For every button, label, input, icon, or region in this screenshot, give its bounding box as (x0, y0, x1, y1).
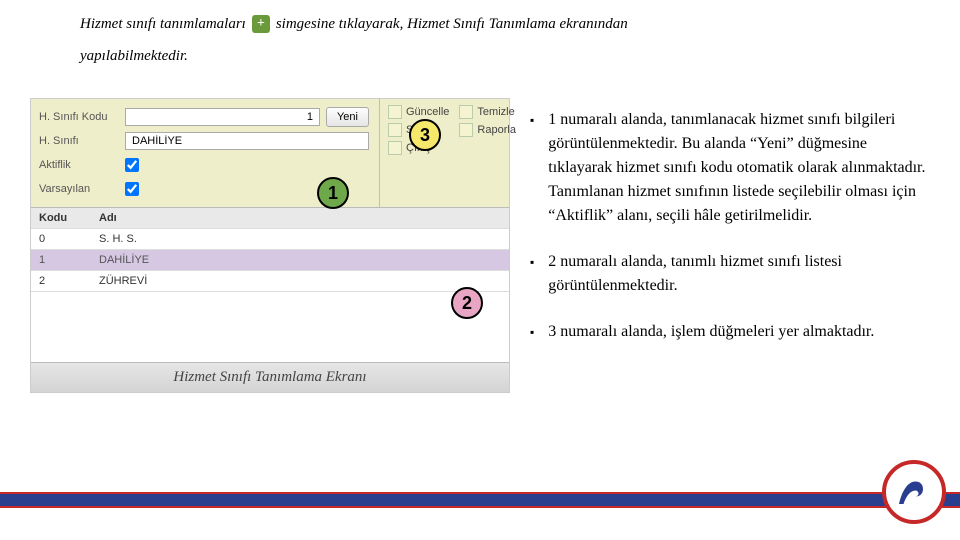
table-row[interactable]: 0S. H. S. (31, 229, 509, 250)
callout-1: 1 (317, 177, 349, 209)
footer-bar (0, 492, 960, 508)
action-temizle[interactable]: Temizle (459, 105, 516, 119)
checkbox-varsayilan[interactable] (125, 182, 139, 196)
bullet-marker: ▪ (530, 320, 534, 344)
table-row[interactable]: 1DAHİLİYE (31, 250, 509, 271)
table-row[interactable]: 2ZÜHREVİ (31, 271, 509, 292)
list-item: ▪1 numaralı alanda, tanımlanacak hizmet … (530, 108, 930, 228)
input-kodu[interactable] (125, 108, 320, 126)
plus-icon: + (252, 15, 270, 33)
bullet-text: 2 numaralı alanda, tanımlı hizmet sınıfı… (548, 250, 930, 298)
table-area: Kodu Adı 0S. H. S.1DAHİLİYE2ZÜHREVİ (31, 208, 509, 362)
cell-kodu: 0 (31, 229, 91, 249)
action-raporla[interactable]: Raporla (459, 123, 516, 137)
temizle-icon (459, 105, 473, 119)
cell-kodu: 1 (31, 250, 91, 270)
action-guncelle[interactable]: Güncelle (388, 105, 449, 119)
table-header: Kodu Adı (31, 208, 509, 229)
th-kodu: Kodu (31, 208, 91, 228)
cell-adi: DAHİLİYE (91, 250, 509, 270)
guncelle-icon (388, 105, 402, 119)
logo-icon (896, 474, 932, 510)
bullet-text: 1 numaralı alanda, tanımlanacak hizmet s… (548, 108, 930, 228)
label-kodu: H. Sınıfı Kodu (39, 111, 119, 123)
checkbox-aktiflik[interactable] (125, 158, 139, 172)
screenshot-panel: 1 2 3 H. Sınıfı Kodu Yeni H. Sınıfı Akti… (30, 98, 510, 393)
label-sinifi: H. Sınıfı (39, 135, 119, 147)
form-area: H. Sınıfı Kodu Yeni H. Sınıfı Aktiflik V… (31, 99, 509, 208)
label-aktiflik: Aktiflik (39, 159, 119, 171)
input-sinifi[interactable] (125, 132, 369, 150)
yeni-button[interactable]: Yeni (326, 107, 369, 127)
screenshot-caption: Hizmet Sınıfı Tanımlama Ekranı (31, 362, 509, 392)
bullet-marker: ▪ (530, 108, 534, 228)
bullet-list: ▪1 numaralı alanda, tanımlanacak hizmet … (530, 98, 930, 393)
cell-kodu: 2 (31, 271, 91, 291)
bullet-marker: ▪ (530, 250, 534, 298)
list-item: ▪ 3 numaralı alanda, işlem düğmeleri yer … (530, 320, 930, 344)
label-varsayilan: Varsayılan (39, 183, 119, 195)
th-adi: Adı (91, 208, 509, 228)
intro-part2: simgesine tıklayarak, Hizmet Sınıfı Tanı… (276, 12, 628, 36)
university-logo (882, 460, 946, 524)
callout-3: 3 (409, 119, 441, 151)
cell-adi: S. H. S. (91, 229, 509, 249)
list-item: ▪ 2 numaralı alanda, tanımlı hizmet sınıf… (530, 250, 930, 298)
callout-2: 2 (451, 287, 483, 319)
intro-part1: Hizmet sınıfı tanımlamaları (80, 12, 246, 36)
cell-adi: ZÜHREVİ (91, 271, 509, 291)
intro-text: Hizmet sınıfı tanımlamaları + simgesine … (0, 0, 960, 68)
bullet-text: 3 numaralı alanda, işlem düğmeleri yer a… (548, 320, 874, 344)
intro-part3: yapılabilmektedir. (80, 44, 188, 68)
cikis-icon (388, 141, 402, 155)
action-panel: Güncelle Temizle Sil Raporla Çıkış (379, 99, 509, 207)
sil-icon (388, 123, 402, 137)
raporla-icon (459, 123, 473, 137)
